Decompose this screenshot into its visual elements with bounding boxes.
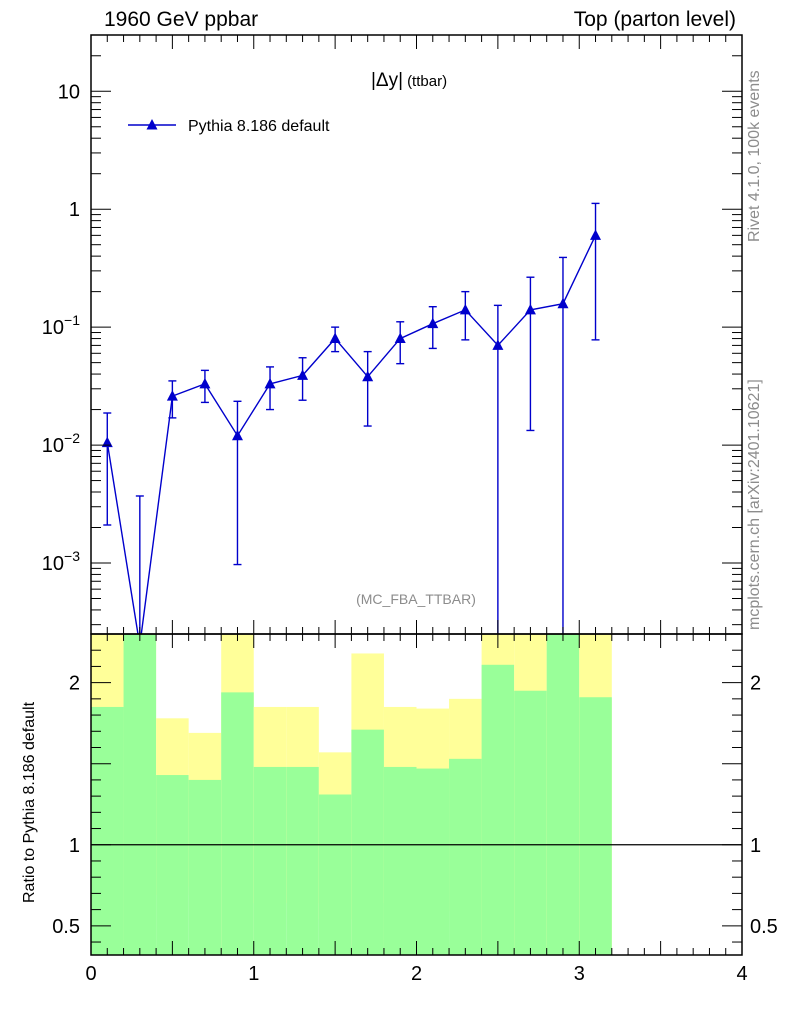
data-point bbox=[297, 369, 309, 380]
ratio-inner-band-12 bbox=[481, 664, 515, 955]
x-tick-label: 4 bbox=[736, 963, 747, 985]
ratio-inner-band-3 bbox=[188, 779, 222, 955]
ratio-y-tick-label-right: 0.5 bbox=[750, 916, 778, 938]
ratio-inner-band-10 bbox=[416, 768, 450, 955]
ratio-inner-band-6 bbox=[286, 766, 319, 955]
chart-title: |Δy| (ttbar) bbox=[371, 70, 447, 91]
ratio-y-tick-label-left: 0.5 bbox=[52, 916, 80, 938]
ratio-y-tick-label-left: 2 bbox=[69, 673, 80, 695]
data-point bbox=[394, 332, 406, 344]
data-point bbox=[166, 390, 178, 401]
data-point bbox=[362, 370, 374, 382]
y-tick-label: 10−3 bbox=[42, 548, 80, 575]
y-tick-label: 10 bbox=[58, 81, 80, 103]
ratio-inner-band-2 bbox=[156, 775, 189, 955]
x-tick-label: 1 bbox=[248, 963, 259, 985]
data-point bbox=[590, 229, 602, 240]
axes: 0 1 2 3 4 10 1 10−1 10−2 10−3 2 2 1 1 0.5 0.5 bbox=[42, 34, 778, 985]
ratio-inner-band-0 bbox=[91, 706, 124, 955]
x-tick-label: 3 bbox=[574, 963, 585, 985]
data-point bbox=[524, 303, 536, 315]
analysis-watermark: (MC_FBA_TTBAR) bbox=[356, 591, 476, 607]
data-point bbox=[231, 429, 243, 441]
legend-label: Pythia 8.186 default bbox=[188, 118, 330, 135]
legend-marker bbox=[146, 119, 158, 130]
ratio-y-tick-label-left: 1 bbox=[69, 835, 80, 857]
ratio-inner-band-14 bbox=[546, 634, 580, 955]
x-tick-label: 0 bbox=[85, 963, 96, 985]
ratio-inner-band-8 bbox=[351, 729, 384, 955]
ratio-inner-band-15 bbox=[579, 697, 612, 955]
y-tick-label: 1 bbox=[69, 199, 80, 221]
x-tick-label: 2 bbox=[411, 963, 422, 985]
series-pythia bbox=[101, 202, 602, 634]
main-panel: |Δy| (ttbar) Pythia 8.186 default (MC_FBA_T… bbox=[101, 70, 602, 634]
data-point bbox=[427, 317, 439, 329]
ratio-inner-band-11 bbox=[449, 758, 482, 955]
data-point bbox=[329, 332, 341, 344]
data-point bbox=[492, 339, 504, 350]
ratio-inner-band-9 bbox=[383, 766, 417, 955]
y-tick-label: 10−1 bbox=[42, 312, 80, 339]
header-right-label: Top (parton level) bbox=[573, 8, 736, 31]
ratio-bands bbox=[91, 634, 612, 955]
ratio-inner-band-5 bbox=[253, 766, 287, 955]
ratio-inner-band-4 bbox=[221, 692, 254, 955]
header-left-label: 1960 GeV ppbar bbox=[104, 8, 259, 31]
ratio-y-tick-label-right: 2 bbox=[750, 673, 761, 695]
y-tick-label: 10−2 bbox=[42, 430, 80, 457]
data-point bbox=[101, 436, 113, 448]
chart-title-suffix: (ttbar) bbox=[407, 73, 447, 90]
legend: Pythia 8.186 default bbox=[128, 118, 330, 135]
ratio-inner-band-13 bbox=[514, 690, 547, 955]
data-point bbox=[199, 377, 211, 389]
ratio-inner-band-7 bbox=[318, 794, 352, 955]
ratio-y-tick-label-right: 1 bbox=[750, 835, 761, 857]
data-point bbox=[264, 377, 276, 389]
data-point bbox=[459, 303, 471, 315]
ratio-inner-band-1 bbox=[123, 634, 157, 955]
series-line bbox=[106, 235, 597, 634]
data-point bbox=[557, 297, 569, 309]
